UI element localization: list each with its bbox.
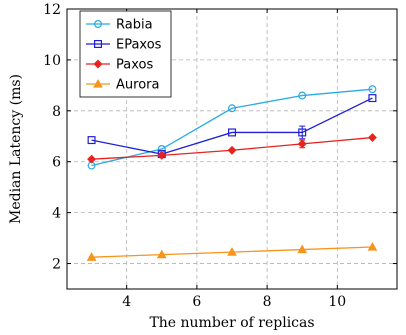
data-point-epaxos bbox=[368, 94, 377, 103]
y-tick-label: 2 bbox=[52, 257, 61, 273]
legend-entry-rabia: Rabia bbox=[86, 18, 153, 33]
data-point-paxos bbox=[297, 139, 307, 149]
legend-marker-epaxos bbox=[93, 39, 102, 48]
series-epaxos bbox=[87, 94, 377, 159]
series-layer bbox=[86, 85, 378, 261]
data-point-epaxos bbox=[228, 128, 237, 137]
data-point-epaxos bbox=[298, 128, 307, 137]
x-tick-label: 6 bbox=[192, 294, 201, 310]
series-line-rabia bbox=[91, 88, 373, 167]
x-tick-label: 8 bbox=[263, 294, 272, 310]
legend-entry-epaxos: EPaxos bbox=[86, 38, 162, 53]
y-tick-label: 6 bbox=[52, 155, 61, 171]
y-axis-title: Median Latency (ms) bbox=[8, 74, 24, 224]
data-point-paxos bbox=[157, 150, 167, 160]
data-point-aurora bbox=[297, 244, 308, 254]
data-point-paxos bbox=[87, 154, 97, 164]
data-point-aurora bbox=[156, 249, 167, 259]
axes: 2 4 6 8 10 12 4 6 8 10 bbox=[43, 2, 397, 310]
y-tick-label: 12 bbox=[43, 2, 61, 18]
legend-marker-rabia bbox=[93, 20, 102, 29]
legend-entry-paxos: Paxos bbox=[86, 58, 153, 73]
legend: Rabia EPaxos Paxos Aurora bbox=[79, 10, 172, 98]
series-aurora bbox=[86, 241, 378, 261]
y-tick-label: 8 bbox=[52, 104, 61, 120]
data-point-rabia bbox=[298, 91, 307, 100]
data-point-aurora bbox=[367, 241, 378, 251]
plot-frame bbox=[66, 8, 398, 290]
data-point-paxos bbox=[367, 133, 377, 142]
data-point-aurora bbox=[86, 252, 97, 261]
legend-label-rabia: Rabia bbox=[116, 18, 153, 33]
y-tick-label: 10 bbox=[43, 53, 61, 69]
x-tick-label: 4 bbox=[122, 294, 131, 310]
grid bbox=[67, 9, 397, 289]
legend-marker-aurora bbox=[93, 78, 103, 88]
series-line-epaxos bbox=[91, 97, 373, 155]
x-axis-title: The number of replicas bbox=[149, 315, 314, 331]
legend-label-aurora: Aurora bbox=[116, 78, 159, 93]
legend-entry-aurora: Aurora bbox=[86, 78, 159, 93]
data-point-rabia bbox=[228, 104, 237, 113]
data-point-epaxos bbox=[87, 136, 96, 145]
data-point-paxos bbox=[227, 145, 237, 155]
legend-label-paxos: Paxos bbox=[116, 58, 153, 73]
legend-marker-paxos bbox=[93, 59, 103, 69]
data-point-rabia bbox=[368, 85, 377, 94]
x-tick-label: 10 bbox=[328, 294, 346, 310]
series-paxos bbox=[87, 133, 377, 164]
legend-label-epaxos: EPaxos bbox=[116, 38, 162, 53]
y-tick-label: 4 bbox=[52, 206, 61, 222]
data-point-aurora bbox=[227, 247, 237, 256]
